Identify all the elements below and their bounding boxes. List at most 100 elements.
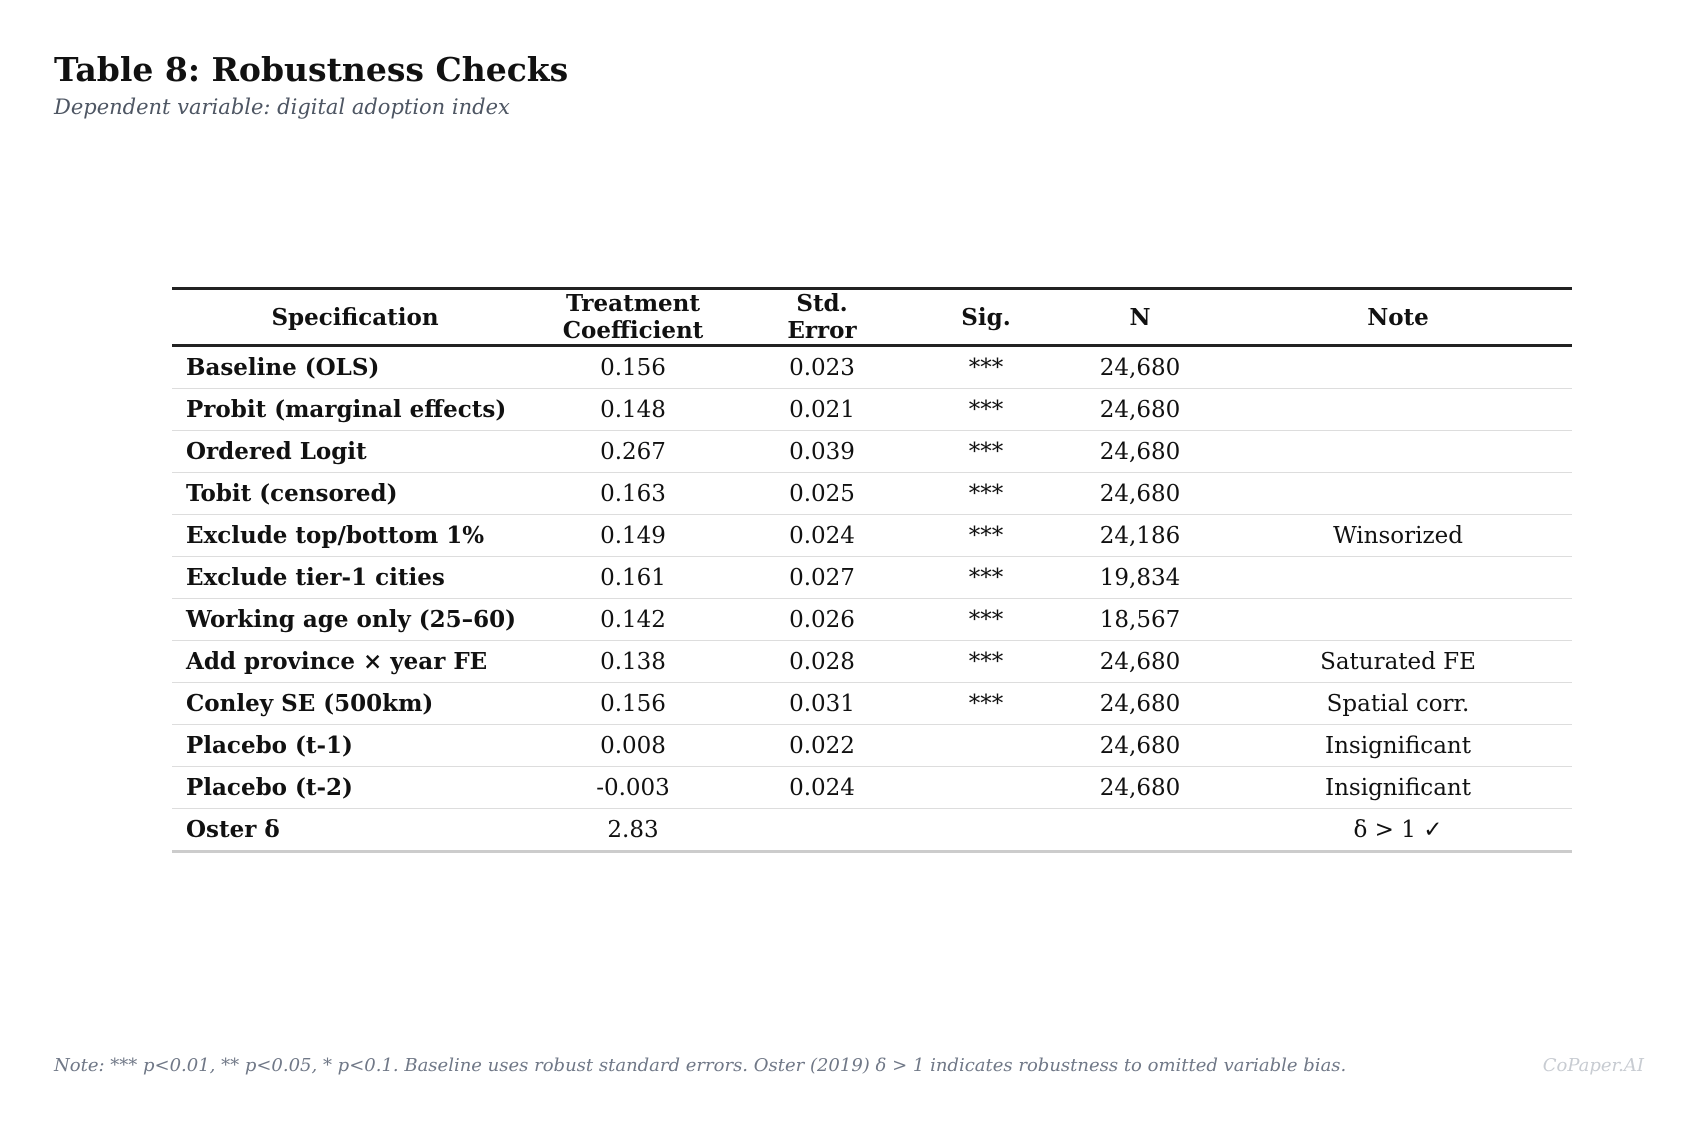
- table-body: Baseline (OLS) 0.156 0.023 *** 24,680 Probit …: [172, 345, 1572, 853]
- header-se-line1: Std.: [796, 290, 848, 317]
- cell-std-error: 0.025: [728, 472, 916, 515]
- cell-std-error: 0.039: [728, 430, 916, 473]
- robustness-table-container: Specification Treatment Coefficient Std.…: [172, 287, 1572, 853]
- cell-note: Saturated FE: [1224, 640, 1572, 683]
- cell-note: Insignificant: [1224, 766, 1572, 809]
- table-footnote: Note: *** p<0.01, ** p<0.05, * p<0.1. Ba…: [54, 1055, 1347, 1076]
- cell-sig: ***: [916, 430, 1056, 473]
- cell-std-error: 0.027: [728, 556, 916, 599]
- cell-n: 24,680: [1056, 640, 1224, 683]
- cell-n: 24,186: [1056, 514, 1224, 557]
- header-coef-line1: Treatment: [565, 290, 701, 317]
- cell-sig: ***: [916, 556, 1056, 599]
- page-subtitle: Dependent variable: digital adoption ind…: [54, 95, 510, 119]
- cell-std-error: 0.031: [728, 682, 916, 725]
- cell-n: 24,680: [1056, 766, 1224, 809]
- table-header: Specification Treatment Coefficient Std.…: [172, 288, 1572, 346]
- table-row: Ordered Logit 0.267 0.039 *** 24,680: [172, 430, 1572, 473]
- cell-note: [1224, 472, 1572, 515]
- cell-sig: [916, 808, 1056, 853]
- cell-coefficient: 0.148: [538, 388, 728, 431]
- cell-n: 24,680: [1056, 430, 1224, 473]
- cell-note: [1224, 430, 1572, 473]
- cell-note: [1224, 556, 1572, 599]
- cell-std-error: 0.021: [728, 388, 916, 431]
- cell-n: 24,680: [1056, 388, 1224, 431]
- cell-n: 24,680: [1056, 724, 1224, 767]
- cell-coefficient: 0.156: [538, 345, 728, 389]
- cell-coefficient: 0.149: [538, 514, 728, 557]
- table-row: Add province × year FE 0.138 0.028 *** 24,68…: [172, 640, 1572, 683]
- cell-specification: Exclude top/bottom 1%: [172, 514, 538, 557]
- header-std-error: Std. Error: [728, 289, 916, 346]
- header-treatment-coefficient: Treatment Coefficient: [538, 289, 728, 346]
- cell-coefficient: 0.161: [538, 556, 728, 599]
- cell-coefficient: 0.163: [538, 472, 728, 515]
- table-row: Placebo (t-1) 0.008 0.022 24,680 Insignifica…: [172, 724, 1572, 767]
- table-row: Conley SE (500km) 0.156 0.031 *** 24,680 Spat…: [172, 682, 1572, 725]
- cell-specification: Working age only (25–60): [172, 598, 538, 641]
- cell-sig: [916, 724, 1056, 767]
- cell-n: 24,680: [1056, 682, 1224, 725]
- cell-n: 18,567: [1056, 598, 1224, 641]
- cell-coefficient: -0.003: [538, 766, 728, 809]
- cell-sig: ***: [916, 388, 1056, 431]
- table-row: Probit (marginal effects) 0.148 0.021 *** 24…: [172, 388, 1572, 431]
- cell-std-error: 0.022: [728, 724, 916, 767]
- cell-specification: Oster δ: [172, 808, 538, 853]
- header-sig: Sig.: [961, 303, 1011, 331]
- cell-note: Spatial corr.: [1224, 682, 1572, 725]
- cell-specification: Tobit (censored): [172, 472, 538, 515]
- cell-std-error: 0.023: [728, 345, 916, 389]
- cell-sig: ***: [916, 345, 1056, 389]
- table-row: Oster δ 2.83 δ > 1 ✓: [172, 808, 1572, 853]
- cell-specification: Ordered Logit: [172, 430, 538, 473]
- watermark: CoPaper.AI: [1542, 1055, 1644, 1076]
- cell-note: δ > 1 ✓: [1224, 808, 1572, 853]
- cell-n: 24,680: [1056, 472, 1224, 515]
- table-row: Tobit (censored) 0.163 0.025 *** 24,680: [172, 472, 1572, 515]
- cell-coefficient: 0.142: [538, 598, 728, 641]
- cell-note: Insignificant: [1224, 724, 1572, 767]
- cell-coefficient: 0.267: [538, 430, 728, 473]
- table-row: Exclude top/bottom 1% 0.149 0.024 *** 24,186…: [172, 514, 1572, 557]
- table-row: Working age only (25–60) 0.142 0.026 *** 18,…: [172, 598, 1572, 641]
- cell-n: 24,680: [1056, 345, 1224, 389]
- cell-specification: Baseline (OLS): [172, 345, 538, 389]
- cell-specification: Exclude tier-1 cities: [172, 556, 538, 599]
- cell-std-error: [728, 808, 916, 853]
- cell-std-error: 0.026: [728, 598, 916, 641]
- cell-sig: ***: [916, 640, 1056, 683]
- page-title: Table 8: Robustness Checks: [54, 50, 569, 89]
- table-row: Placebo (t-2) -0.003 0.024 24,680 Insignific…: [172, 766, 1572, 809]
- cell-note: Winsorized: [1224, 514, 1572, 557]
- header-coef-line2: Coefficient: [562, 317, 704, 344]
- cell-coefficient: 0.008: [538, 724, 728, 767]
- cell-note: [1224, 598, 1572, 641]
- cell-note: [1224, 345, 1572, 389]
- table-row: Baseline (OLS) 0.156 0.023 *** 24,680: [172, 345, 1572, 389]
- cell-specification: Add province × year FE: [172, 640, 538, 683]
- table-row: Exclude tier-1 cities 0.161 0.027 *** 19,834: [172, 556, 1572, 599]
- cell-specification: Probit (marginal effects): [172, 388, 538, 431]
- cell-n: [1056, 808, 1224, 853]
- cell-std-error: 0.024: [728, 514, 916, 557]
- cell-sig: [916, 766, 1056, 809]
- header-row: Specification Treatment Coefficient Std.…: [172, 288, 1572, 346]
- robustness-table: Specification Treatment Coefficient Std.…: [172, 287, 1572, 853]
- cell-std-error: 0.024: [728, 766, 916, 809]
- cell-n: 19,834: [1056, 556, 1224, 599]
- cell-sig: ***: [916, 514, 1056, 557]
- cell-note: [1224, 388, 1572, 431]
- cell-sig: ***: [916, 598, 1056, 641]
- header-se-line2: Error: [787, 317, 857, 344]
- cell-sig: ***: [916, 682, 1056, 725]
- cell-coefficient: 0.156: [538, 682, 728, 725]
- header-specification: Specification: [271, 303, 439, 331]
- cell-sig: ***: [916, 472, 1056, 515]
- cell-coefficient: 0.138: [538, 640, 728, 683]
- cell-specification: Placebo (t-2): [172, 766, 538, 809]
- cell-specification: Placebo (t-1): [172, 724, 538, 767]
- header-n: N: [1129, 303, 1151, 331]
- header-note: Note: [1367, 303, 1429, 331]
